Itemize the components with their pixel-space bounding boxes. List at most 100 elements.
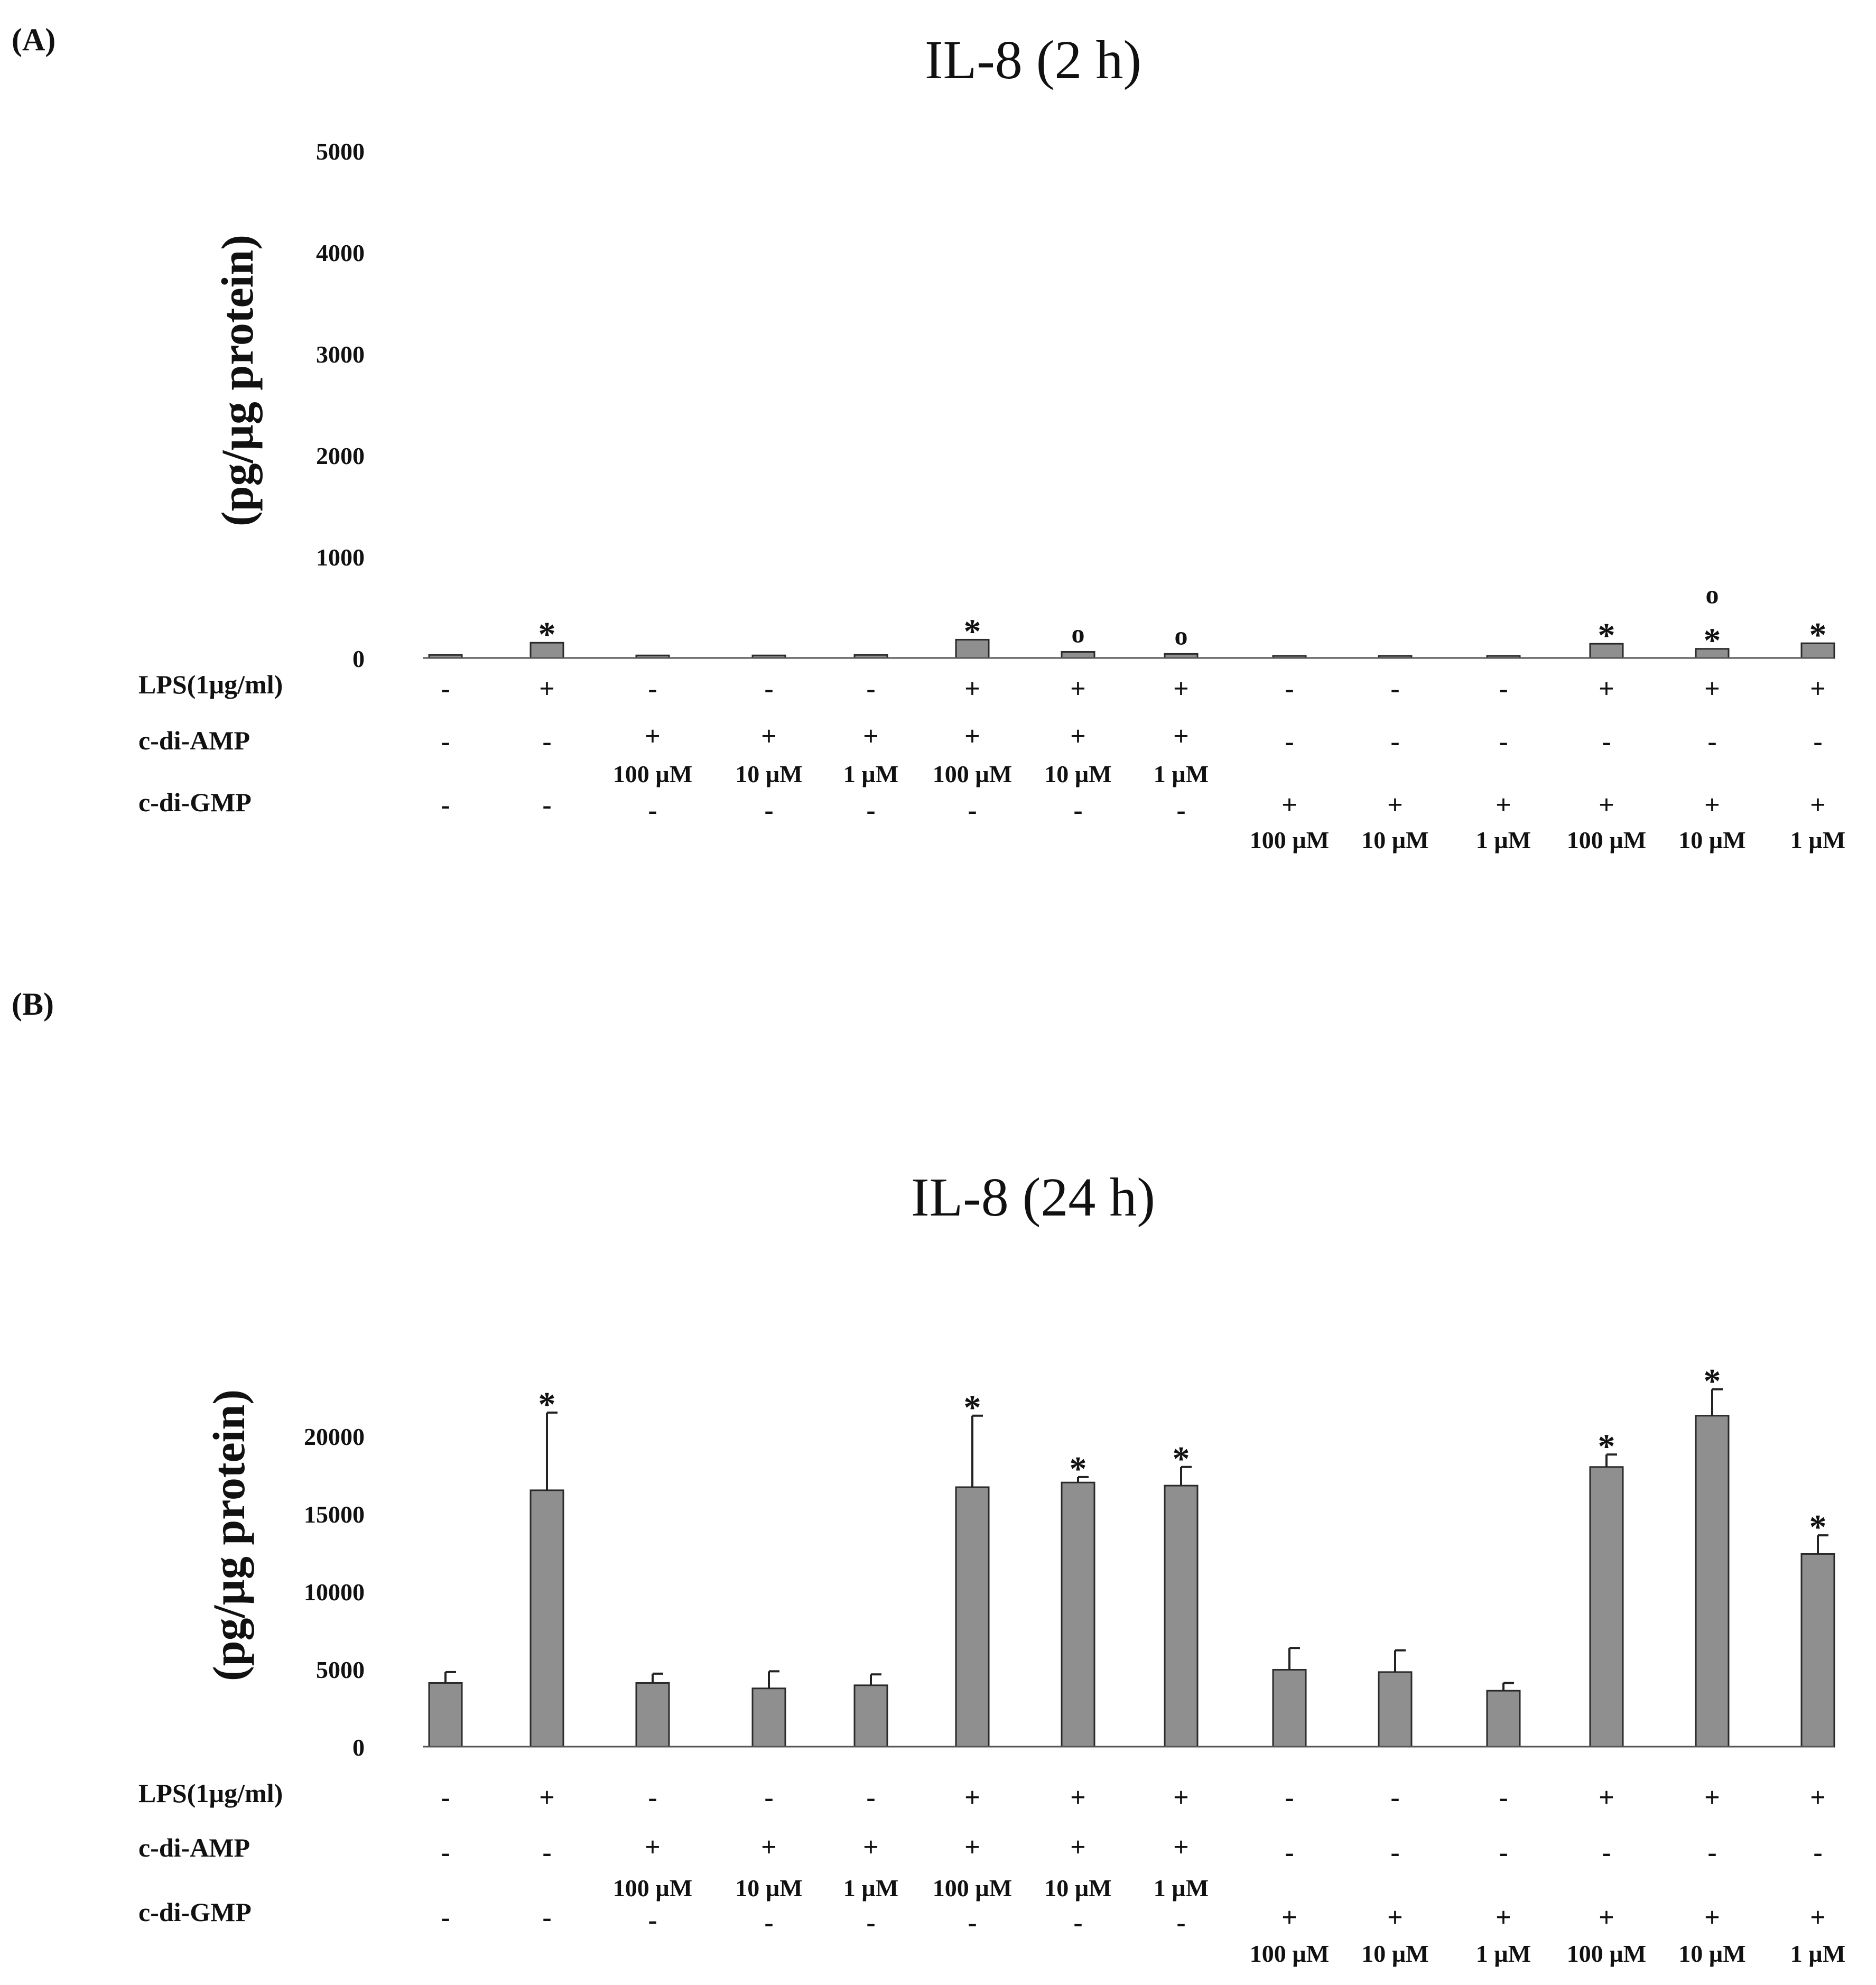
panel-b-amp-cell: + <box>761 1832 777 1862</box>
panel-b-bar <box>1695 1415 1730 1748</box>
panel-b-amp-cell: + <box>964 1832 980 1862</box>
panel-a-amp-cell: + <box>964 721 980 752</box>
panel-b-gmp-concentration: 1 µM <box>1476 1940 1531 1967</box>
panel-b-lps-cell: + <box>1070 1783 1086 1813</box>
panel-a-amp-cell: + <box>645 721 661 752</box>
panel-a-significance-marker: * <box>538 615 556 654</box>
panel-b-gmp-cell: - <box>764 1908 773 1938</box>
panel-a-title: IL-8 (2 h) <box>925 30 1141 90</box>
panel-b-amp-cell: - <box>1602 1838 1611 1868</box>
panel-a-amp-label: c-di-AMP <box>138 726 250 755</box>
panel-b-bar <box>428 1682 463 1748</box>
panel-b-amp-concentration: 100 µM <box>933 1875 1012 1901</box>
panel-b-y-tick-label: 15000 <box>304 1501 365 1528</box>
panel-a-plot-area: 0 1000 2000 3000 4000 5000 * * o o * o * * <box>316 138 1835 672</box>
panel-a-amp-cell: - <box>542 727 551 757</box>
panel-a-lps-cell: + <box>1599 674 1614 704</box>
panel-a-y-axis-label: (pg/µg protein) <box>212 235 263 526</box>
panel-a-lps-cell: - <box>764 674 773 704</box>
panel-b-bar <box>1486 1690 1521 1748</box>
panel-a-gmp-cell: - <box>542 790 551 820</box>
panel-b-y-tick-label: 5000 <box>316 1656 365 1683</box>
panel-b-gmp-concentration: 10 µM <box>1361 1940 1428 1967</box>
panel-b: (B) IL-8 (24 h) (pg/µg protein) 0 5000 100… <box>12 987 1845 1967</box>
panel-a-y-tick-label: 3000 <box>316 341 365 368</box>
panel-b-amp-cell: - <box>1499 1838 1508 1868</box>
panel-a-lps-cell: + <box>539 674 555 704</box>
panel-a-amp-cell: - <box>1813 727 1822 757</box>
panel-b-plot-area: 0 5000 10000 15000 20000 * * * * * * * <box>304 1362 1835 1761</box>
panel-b-lps-cell: - <box>866 1783 875 1813</box>
panel-b-lps-cell: - <box>1285 1783 1294 1813</box>
panel-b-lps-cell: - <box>1499 1783 1508 1813</box>
panel-a-bar <box>955 638 990 659</box>
panel-a-significance-marker: * <box>964 612 981 651</box>
panel-a-gmp-concentration: 100 µM <box>1567 827 1646 854</box>
panel-a-lps-cell: - <box>648 674 657 704</box>
panel-a-amp-concentration: 100 µM <box>613 760 692 787</box>
panel-b-y-tick-label: 20000 <box>304 1423 365 1450</box>
panel-a-gmp-cell: - <box>968 795 977 825</box>
panel-a-amp-concentration: 10 µM <box>1044 760 1111 787</box>
panel-b-amp-concentration: 10 µM <box>735 1875 802 1901</box>
panel-b-amp-concentration: 1 µM <box>843 1875 898 1901</box>
panel-b-lps-cell: + <box>964 1783 980 1813</box>
panel-a-gmp-concentration: 1 µM <box>1790 827 1845 854</box>
panel-a-y-tick-label: 2000 <box>316 442 365 469</box>
panel-a-significance-marker: o <box>1175 620 1188 650</box>
panel-b-bar <box>955 1486 990 1748</box>
panel-b-significance-marker: * <box>1598 1427 1615 1465</box>
panel-a-significance-marker: * <box>1809 616 1827 654</box>
panel-a-lps-cell: - <box>1285 674 1294 704</box>
panel-b-gmp-cell: - <box>441 1903 450 1933</box>
panel-a-gmp-cell: + <box>1704 790 1720 820</box>
panel-b-significance-marker: * <box>1070 1450 1087 1488</box>
panel-a-gmp-cell: + <box>1810 790 1826 820</box>
panel-b-lps-cell: + <box>1173 1783 1189 1813</box>
panel-a-gmp-concentration: 10 µM <box>1361 827 1428 854</box>
panel-b-y-tick-label: 0 <box>352 1734 365 1761</box>
panel-b-gmp-cell: + <box>1496 1903 1511 1933</box>
panel-a-lps-cell: - <box>866 674 875 704</box>
panel-b-label: (B) <box>12 987 54 1022</box>
panel-b-bar <box>1378 1671 1413 1748</box>
panel-b-gmp-cell: - <box>866 1908 875 1938</box>
panel-a-gmp-label: c-di-GMP <box>138 787 252 817</box>
panel-b-amp-cell: - <box>441 1838 450 1868</box>
panel-a-y-tick-label: 0 <box>352 645 365 672</box>
panel-a-lps-label: LPS(1µg/ml) <box>138 670 283 699</box>
panel-b-lps-cell: - <box>1390 1783 1399 1813</box>
panel-b-gmp-label: c-di-GMP <box>138 1897 252 1927</box>
panel-a-gmp-concentration: 10 µM <box>1678 827 1745 854</box>
panel-a-lps-cell: - <box>1499 674 1508 704</box>
panel-a-amp-cell: - <box>1390 727 1399 757</box>
panel-b-lps-cell: - <box>764 1783 773 1813</box>
panel-a-amp-cell: + <box>1173 721 1189 752</box>
panel-b-bar <box>1800 1553 1835 1748</box>
panel-b-amp-cell: + <box>863 1832 879 1862</box>
panel-b-significance-marker: * <box>1704 1362 1721 1400</box>
panel-a-lps-cell: + <box>1810 674 1826 704</box>
panel-a-significance-marker: o <box>1072 618 1085 648</box>
panel-a-gmp-cell: + <box>1599 790 1614 820</box>
panel-b-bar <box>751 1687 786 1748</box>
panel-a-gmp-cell: - <box>866 795 875 825</box>
panel-a-lps-cell: + <box>964 674 980 704</box>
panel-b-lps-cell: + <box>1704 1783 1720 1813</box>
panel-a-amp-cell: + <box>863 721 879 752</box>
panel-b-gmp-cell: + <box>1810 1903 1826 1933</box>
panel-b-lps-cell: + <box>1810 1783 1826 1813</box>
panel-a-significance-marker: * <box>1704 622 1721 660</box>
panel-b-title: IL-8 (24 h) <box>911 1167 1155 1228</box>
panel-a-gmp-concentration: 1 µM <box>1476 827 1531 854</box>
panel-a-amp-cell: - <box>1707 727 1716 757</box>
panel-a-gmp-cell: + <box>1496 790 1511 820</box>
panel-a-significance-marker: * <box>1598 616 1615 655</box>
panel-b-gmp-concentration: 100 µM <box>1567 1940 1646 1967</box>
panel-b-significance-marker: * <box>1809 1508 1827 1546</box>
panel-a-significance-marker: o <box>1706 580 1719 609</box>
panel-b-amp-concentration: 100 µM <box>613 1875 692 1901</box>
panel-a-gmp-cell: - <box>1176 795 1185 825</box>
panel-b-gmp-concentration: 10 µM <box>1678 1940 1745 1967</box>
panel-a-y-tick-label: 5000 <box>316 138 365 165</box>
